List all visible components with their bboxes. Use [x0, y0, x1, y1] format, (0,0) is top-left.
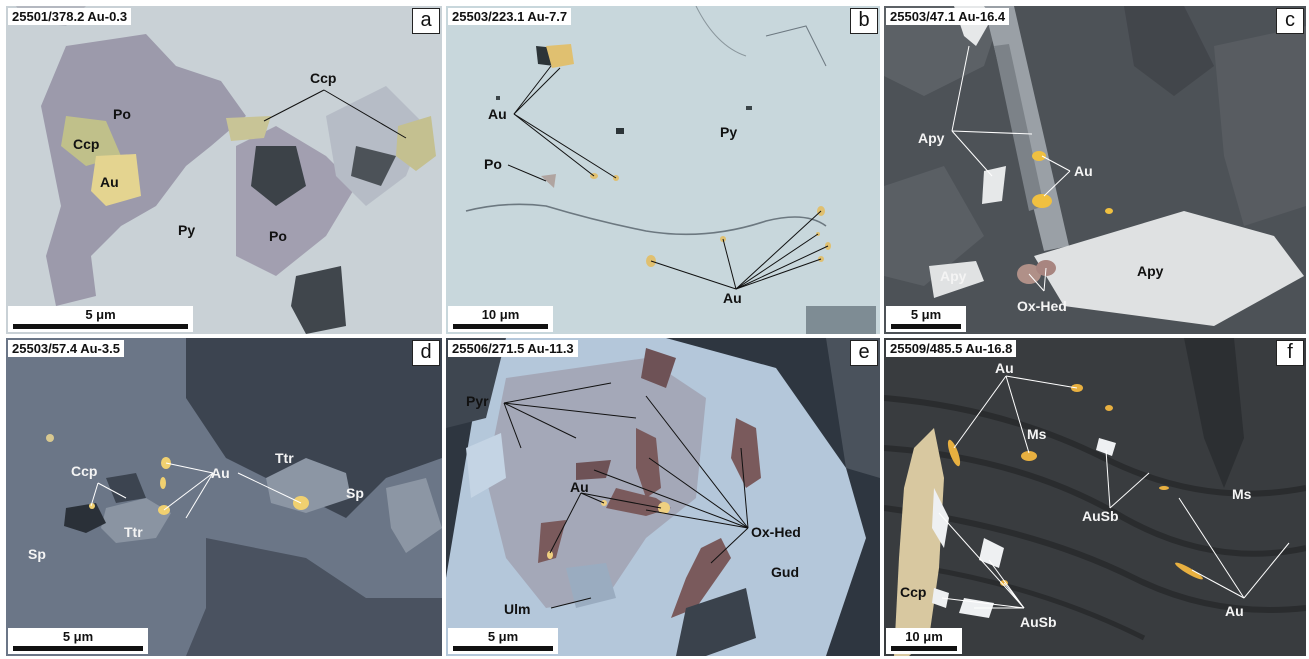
scale-bar-d: 5 μm	[8, 628, 148, 654]
mineral-label-ttr: Ttr	[124, 524, 143, 540]
mineral-label-gud: Gud	[771, 564, 799, 580]
panel-letter-f: f	[1276, 340, 1304, 366]
panel-e: 25506/271.5 Au-11.3 e Pyr Au Ox-Hed Gud …	[446, 338, 880, 656]
mineral-label-apy: Apy	[918, 130, 945, 146]
mineral-label-au: Au	[723, 290, 742, 306]
mineral-label-po: Po	[113, 106, 131, 122]
mineral-label-au: Au	[995, 360, 1014, 376]
mineral-label-apy: Apy	[940, 268, 967, 284]
panel-a: 25501/378.2 Au-0.3 a Ccp Po Ccp Au Py Po…	[6, 6, 442, 334]
scale-bar-c: 5 μm	[886, 306, 966, 332]
scale-bar-a: 5 μm	[8, 306, 193, 332]
scale-bar-line	[891, 646, 957, 651]
sample-id-f: 25509/485.5 Au-16.8	[886, 340, 1017, 357]
mineral-label-ox-hed: Ox-Hed	[1017, 298, 1067, 314]
mineral-label-po: Po	[269, 228, 287, 244]
mineral-label-ms: Ms	[1232, 486, 1252, 502]
scale-bar-line	[453, 646, 553, 651]
mineral-label-ccp: Ccp	[71, 463, 98, 479]
panel-letter-e: e	[850, 340, 878, 366]
mineral-label-ausb: AuSb	[1020, 614, 1057, 630]
panel-c: 25503/47.1 Au-16.4 c Apy Au Apy Apy Ox-H…	[884, 6, 1306, 334]
scale-bar-e: 5 μm	[448, 628, 558, 654]
scale-bar-f: 10 μm	[886, 628, 962, 654]
mineral-label-au: Au	[211, 465, 230, 481]
scale-bar-label: 5 μm	[487, 629, 519, 644]
panel-letter-d: d	[412, 340, 440, 366]
mineral-label-au: Au	[1225, 603, 1244, 619]
mineral-label-au: Au	[100, 174, 119, 190]
mineral-label-po: Po	[484, 156, 502, 172]
mineral-label-ausb: AuSb	[1082, 508, 1119, 524]
mineral-label-ccp: Ccp	[73, 136, 100, 152]
scale-bar-label: 5 μm	[910, 307, 942, 322]
micrograph-b	[446, 6, 880, 334]
mineral-label-au: Au	[570, 479, 589, 495]
panel-letter-a: a	[412, 8, 440, 34]
sample-id-c: 25503/47.1 Au-16.4	[886, 8, 1010, 25]
mineral-label-sp: Sp	[346, 485, 364, 501]
sample-id-b: 25503/223.1 Au-7.7	[448, 8, 572, 25]
sample-id-e: 25506/271.5 Au-11.3	[448, 340, 578, 357]
scale-bar-label: 10 μm	[481, 307, 520, 322]
mineral-label-ccp: Ccp	[900, 584, 927, 600]
mineral-label-ox-hed: Ox-Hed	[751, 524, 801, 540]
micrograph-d	[6, 338, 442, 656]
panel-letter-b: b	[850, 8, 878, 34]
micrograph-a	[6, 6, 442, 334]
panel-d: 25503/57.4 Au-3.5 d Ccp Au Ttr Sp Ttr Sp…	[6, 338, 442, 656]
mineral-label-ttr: Ttr	[275, 450, 294, 466]
scale-bar-label: 5 μm	[85, 307, 116, 322]
panel-b: 25503/223.1 Au-7.7 b Au Py Po Au 10 μm	[446, 6, 880, 334]
scale-bar-line	[453, 324, 548, 329]
scale-bar-b: 10 μm	[448, 306, 553, 332]
sample-id-d: 25503/57.4 Au-3.5	[8, 340, 124, 357]
panel-f: 25509/485.5 Au-16.8 f Au Ms AuSb Ms Ccp …	[884, 338, 1306, 656]
mineral-label-ms: Ms	[1027, 426, 1047, 442]
scale-bar-line	[13, 646, 143, 651]
mineral-label-au: Au	[488, 106, 507, 122]
micrograph-c	[884, 6, 1306, 334]
scale-bar-line	[13, 324, 188, 329]
scale-bar-label: 5 μm	[62, 629, 94, 644]
mineral-label-pyr: Pyr	[466, 393, 489, 409]
mineral-label-ulm: Ulm	[504, 601, 531, 617]
panel-letter-c: c	[1276, 8, 1304, 34]
scale-bar-label: 10 μm	[905, 629, 943, 644]
scale-bar-line	[891, 324, 961, 329]
mineral-label-py: Py	[720, 124, 738, 140]
mineral-label-py: Py	[178, 222, 196, 238]
mineral-label-ccp: Ccp	[310, 70, 337, 86]
mineral-label-apy: Apy	[1137, 263, 1164, 279]
mineral-label-sp: Sp	[28, 546, 46, 562]
mineral-label-au: Au	[1074, 163, 1093, 179]
sample-id-a: 25501/378.2 Au-0.3	[8, 8, 132, 25]
